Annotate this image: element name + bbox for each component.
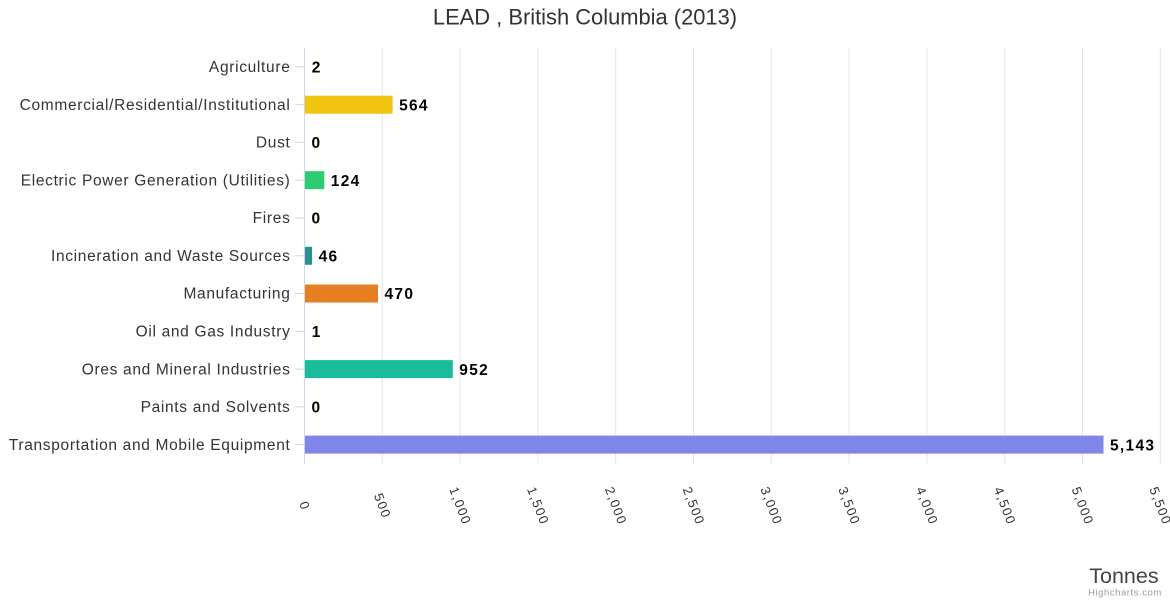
svg-text:Agriculture: Agriculture xyxy=(209,59,291,76)
svg-text:Electric Power Generation (Uti: Electric Power Generation (Utilities) xyxy=(21,172,291,189)
svg-text:0: 0 xyxy=(312,135,322,152)
svg-text:Transportation and Mobile Equi: Transportation and Mobile Equipment xyxy=(9,437,291,454)
svg-text:Dust: Dust xyxy=(256,135,291,152)
svg-text:46: 46 xyxy=(319,248,339,265)
svg-text:1: 1 xyxy=(312,324,322,341)
svg-text:Commercial/Residential/Institu: Commercial/Residential/Institutional xyxy=(20,97,291,114)
svg-text:LEAD , British Columbia (2013): LEAD , British Columbia (2013) xyxy=(433,4,737,29)
svg-text:0: 0 xyxy=(312,211,322,228)
svg-text:564: 564 xyxy=(399,97,429,114)
svg-text:Paints and Solvents: Paints and Solvents xyxy=(141,399,291,416)
svg-text:Ores and Mineral Industries: Ores and Mineral Industries xyxy=(82,361,291,378)
svg-text:470: 470 xyxy=(385,286,415,303)
svg-text:0: 0 xyxy=(312,400,322,417)
svg-text:952: 952 xyxy=(459,362,489,379)
svg-text:2: 2 xyxy=(312,60,322,77)
svg-text:Incineration and Waste Sources: Incineration and Waste Sources xyxy=(51,248,291,265)
svg-text:Tonnes: Tonnes xyxy=(1089,564,1158,588)
svg-text:5,143: 5,143 xyxy=(1110,437,1155,454)
svg-text:124: 124 xyxy=(331,173,361,190)
svg-text:Oil and Gas Industry: Oil and Gas Industry xyxy=(136,324,291,341)
svg-text:Fires: Fires xyxy=(253,210,291,227)
svg-text:Highcharts.com: Highcharts.com xyxy=(1088,587,1162,598)
svg-text:Manufacturing: Manufacturing xyxy=(183,286,290,303)
